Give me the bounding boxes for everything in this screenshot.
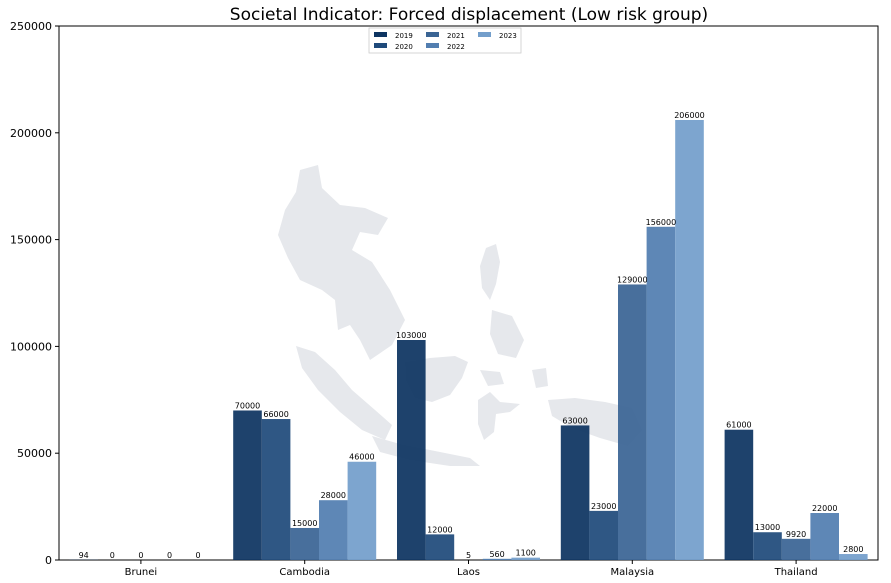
bar bbox=[290, 528, 319, 560]
bar-value-label: 9920 bbox=[786, 530, 806, 539]
bar bbox=[262, 419, 291, 560]
bar bbox=[618, 284, 647, 560]
bar-value-label: 12000 bbox=[427, 525, 452, 534]
bar bbox=[233, 410, 262, 560]
bar bbox=[319, 500, 348, 560]
bar bbox=[397, 340, 426, 560]
x-tick-label: Laos bbox=[457, 567, 480, 578]
bar-value-label: 2800 bbox=[843, 545, 863, 554]
plot-frame bbox=[59, 26, 878, 560]
legend-swatch bbox=[478, 32, 491, 37]
bar-value-label: 0 bbox=[196, 551, 201, 560]
bar bbox=[348, 462, 377, 560]
y-axis: 0 50000 100000 150000 200000 250000 bbox=[10, 20, 59, 567]
bar bbox=[426, 534, 455, 560]
bar bbox=[675, 120, 704, 560]
bar-value-label: 23000 bbox=[591, 502, 616, 511]
bar-value-label: 13000 bbox=[755, 523, 780, 532]
legend-label: 2021 bbox=[447, 32, 465, 40]
bar-value-label: 0 bbox=[138, 551, 143, 560]
bar bbox=[753, 532, 782, 560]
bar bbox=[810, 513, 839, 560]
bar-value-label: 103000 bbox=[396, 331, 427, 340]
bar-value-label: 0 bbox=[110, 551, 115, 560]
x-tick-label: Brunei bbox=[125, 567, 158, 578]
bar-value-label: 15000 bbox=[292, 519, 317, 528]
legend-label: 2020 bbox=[395, 43, 413, 51]
x-tick-label: Malaysia bbox=[610, 567, 654, 578]
bar-value-label: 560 bbox=[489, 550, 504, 559]
legend-swatch bbox=[374, 43, 387, 48]
legend-swatch bbox=[426, 43, 439, 48]
bar-value-label: 63000 bbox=[562, 416, 587, 425]
bar-value-label: 28000 bbox=[321, 491, 346, 500]
bar-value-label: 46000 bbox=[349, 453, 374, 462]
legend-label: 2023 bbox=[499, 32, 517, 40]
bar-value-label: 5 bbox=[466, 551, 471, 560]
legend-label: 2022 bbox=[447, 43, 465, 51]
x-tick-label: Thailand bbox=[774, 567, 818, 578]
bar-value-label: 70000 bbox=[235, 401, 260, 410]
bar bbox=[782, 539, 811, 560]
bar-value-label: 66000 bbox=[263, 410, 288, 419]
y-tick-label: 150000 bbox=[10, 234, 52, 247]
y-tick-label: 250000 bbox=[10, 20, 52, 33]
bar bbox=[839, 554, 868, 560]
bar bbox=[725, 430, 754, 560]
bar-value-label: 156000 bbox=[646, 218, 677, 227]
bar bbox=[483, 559, 512, 560]
legend: 2019 2020 2021 2022 2023 bbox=[369, 28, 521, 53]
legend-swatch bbox=[374, 32, 387, 37]
y-tick-label: 0 bbox=[45, 554, 52, 567]
bar bbox=[647, 227, 676, 560]
bar bbox=[589, 511, 618, 560]
legend-label: 2019 bbox=[395, 32, 413, 40]
bar-value-label: 61000 bbox=[726, 421, 751, 430]
bar-value-label: 0 bbox=[167, 551, 172, 560]
x-tick-label: Cambodia bbox=[279, 567, 330, 578]
legend-swatch bbox=[426, 32, 439, 37]
bar-value-label: 129000 bbox=[617, 275, 648, 284]
x-axis: Brunei Cambodia Laos Malaysia Thailand bbox=[125, 560, 818, 578]
y-tick-label: 200000 bbox=[10, 127, 52, 140]
bars-layer bbox=[69, 120, 867, 560]
bar-value-label: 1100 bbox=[516, 549, 536, 558]
bar-value-label: 206000 bbox=[674, 111, 705, 120]
axes-frame bbox=[59, 26, 878, 560]
chart-title: Societal Indicator: Forced displacement … bbox=[230, 5, 708, 25]
bar-value-label: 22000 bbox=[812, 504, 837, 513]
y-tick-label: 50000 bbox=[17, 447, 52, 460]
bar bbox=[561, 425, 590, 560]
bar-value-label: 94 bbox=[79, 551, 89, 560]
y-tick-label: 100000 bbox=[10, 340, 52, 353]
bar bbox=[511, 558, 540, 560]
